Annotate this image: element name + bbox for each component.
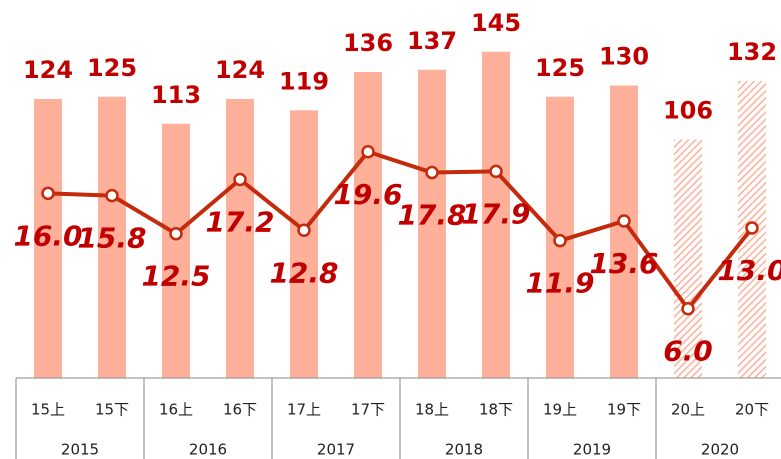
line-point — [745, 221, 759, 235]
x-tick-label: 19下 — [607, 401, 641, 419]
line-point — [361, 145, 375, 159]
line-point — [169, 226, 183, 241]
bar — [226, 99, 254, 378]
group-label: 2019 — [573, 441, 611, 459]
x-tick-label: 15上 — [31, 401, 65, 419]
line-value-label: 6.0 — [663, 335, 713, 368]
line-point — [105, 188, 119, 203]
line-value-label: 19.6 — [333, 178, 402, 211]
bar — [418, 69, 446, 378]
bar-value-label: 137 — [407, 27, 457, 55]
group-label: 2017 — [317, 441, 355, 459]
line-point — [425, 165, 439, 180]
bar — [354, 72, 382, 378]
x-tick-label: 17下 — [351, 401, 385, 419]
bar — [674, 139, 702, 378]
line-value-label: 11.9 — [525, 267, 594, 300]
bar-value-label: 124 — [215, 56, 265, 84]
x-tick-label: 18下 — [479, 401, 513, 419]
bar — [290, 110, 318, 378]
line-point — [233, 172, 247, 187]
bar-value-label: 132 — [727, 38, 777, 66]
bar-value-label: 106 — [663, 97, 713, 125]
line-point — [489, 164, 503, 179]
x-tick-label: 19上 — [543, 401, 577, 419]
bar-value-label: 145 — [471, 9, 521, 37]
bar-value-label: 136 — [343, 29, 393, 57]
line-value-label: 16.0 — [13, 219, 82, 252]
x-tick-label: 17上 — [287, 401, 321, 419]
bar-value-label: 124 — [23, 56, 73, 84]
line-value-label: 12.8 — [269, 256, 338, 289]
line-value-label: 13.0 — [717, 254, 781, 287]
x-tick-label: 16下 — [223, 401, 257, 419]
line-value-label: 13.6 — [589, 247, 658, 280]
bar — [162, 123, 190, 378]
bar-value-label: 125 — [87, 54, 137, 82]
line-value-label: 17.2 — [205, 205, 274, 238]
bar-value-label: 113 — [151, 81, 201, 109]
line-point — [553, 233, 567, 248]
bar-value-label: 125 — [535, 54, 585, 82]
line-point — [297, 223, 311, 238]
group-label: 2020 — [701, 441, 739, 459]
line-value-label: 12.5 — [141, 260, 210, 293]
bar-value-label: 130 — [599, 43, 649, 71]
line-point — [41, 186, 55, 201]
bar — [34, 99, 62, 378]
line-value-label: 17.9 — [461, 197, 530, 230]
x-tick-label: 20上 — [671, 401, 705, 419]
group-label: 2018 — [445, 441, 483, 459]
line-value-label: 17.8 — [397, 199, 466, 232]
x-tick-label: 20下 — [735, 401, 769, 419]
line — [47, 149, 754, 311]
bar-value-label: 119 — [279, 67, 329, 95]
group-label: 2015 — [61, 441, 99, 459]
x-tick-label: 18上 — [415, 401, 449, 419]
group-label: 2016 — [189, 441, 227, 459]
line-value-label: 15.8 — [77, 222, 146, 255]
bar — [98, 96, 126, 378]
line-point — [681, 301, 695, 316]
bar — [482, 51, 510, 378]
x-tick-label: 15下 — [95, 401, 129, 419]
x-tick-label: 16上 — [159, 401, 193, 419]
line-point — [617, 214, 631, 228]
